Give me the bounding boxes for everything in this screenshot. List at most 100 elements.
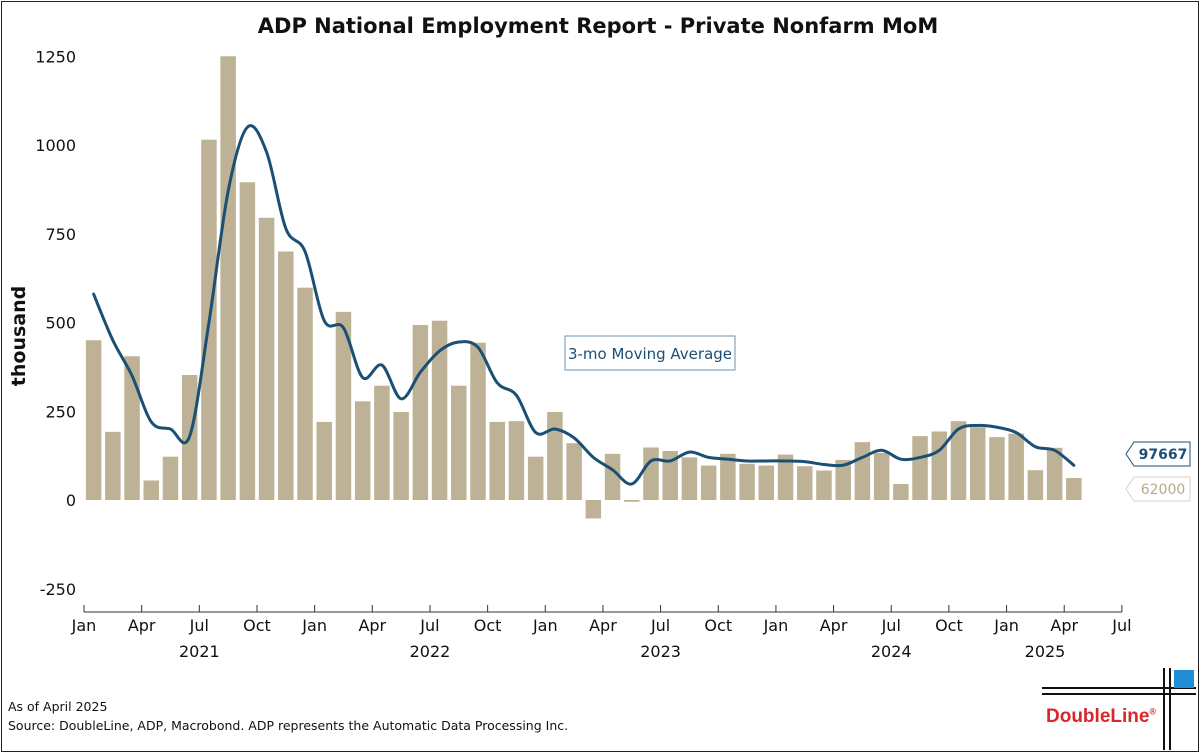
x-tick-label: Jul <box>1111 616 1131 635</box>
x-tick-label: Jan <box>532 616 558 635</box>
bar <box>624 500 640 502</box>
annotation-text: 3-mo Moving Average <box>568 345 732 363</box>
x-tick-label: Oct <box>474 616 502 635</box>
x-tick-label: Jan <box>993 616 1019 635</box>
y-tick-label: 750 <box>45 225 76 244</box>
x-tick-label: Oct <box>935 616 963 635</box>
x-axis: Jan Apr Jul Oct Jan Apr Jul Oct Jan Apr Jul Oct Jan A… <box>71 605 1132 635</box>
bar <box>393 411 409 500</box>
logo-text: DoubleLine® <box>1046 706 1156 728</box>
bar <box>816 470 832 500</box>
bar <box>969 427 986 500</box>
y-tick-label: 0 <box>66 491 76 510</box>
year-label: 2022 <box>410 642 451 661</box>
y-tick-label: -250 <box>40 580 76 599</box>
bar <box>662 451 678 500</box>
last-line-value: 97667 <box>1139 447 1188 463</box>
bar <box>758 465 775 500</box>
x-tick-label: Jul <box>419 616 439 635</box>
moving-average-line <box>92 124 1076 486</box>
year-label: 2025 <box>1025 642 1066 661</box>
logo-registered-mark: ® <box>1149 706 1157 717</box>
bar <box>854 442 871 500</box>
bar <box>85 340 102 500</box>
last-value-line-label: 97667 <box>1125 441 1191 467</box>
bar <box>316 421 332 500</box>
year-label: 2024 <box>871 642 912 661</box>
bar <box>489 421 505 500</box>
bar <box>451 385 467 500</box>
bar <box>643 447 659 500</box>
bar <box>720 453 736 500</box>
bar <box>220 56 236 500</box>
bar <box>258 217 275 500</box>
x-tick-label: Jan <box>301 616 327 635</box>
bar <box>989 437 1005 500</box>
bar <box>566 443 582 500</box>
bar <box>374 385 390 500</box>
x-tick-label: Apr <box>358 616 386 635</box>
x-tick-label: Jan <box>763 616 789 635</box>
bar <box>124 356 140 500</box>
bar <box>1008 433 1024 500</box>
bar <box>547 411 563 500</box>
bar <box>835 459 851 500</box>
x-tick-label: Apr <box>128 616 156 635</box>
bar <box>1066 477 1082 500</box>
bar <box>931 431 948 500</box>
logo-wordmark: DoubleLine <box>1046 706 1150 727</box>
bar <box>431 320 448 500</box>
bar <box>797 466 813 500</box>
x-tick-label: Oct <box>243 616 271 635</box>
bar <box>700 465 717 500</box>
moving-average-annotation: 3-mo Moving Average <box>564 335 736 371</box>
as-of-note: As of April 2025 <box>8 699 108 714</box>
bar <box>739 463 755 500</box>
bar <box>470 342 486 500</box>
bar <box>777 454 794 500</box>
x-tick-label: Jul <box>189 616 209 635</box>
chart-svg: -250 0 250 500 750 1000 1250 Jan Apr Jul Oct Jan Ap… <box>8 47 1191 661</box>
x-tick-label: Jan <box>71 616 97 635</box>
x-tick-label: Jul <box>650 616 670 635</box>
bar <box>604 453 621 500</box>
bar <box>162 456 179 500</box>
bar <box>1027 470 1044 500</box>
x-tick-label: Apr <box>589 616 617 635</box>
y-axis: -250 0 250 500 750 1000 1250 <box>35 47 76 599</box>
year-label: 2021 <box>179 642 220 661</box>
footer: As of April 2025 Source: DoubleLine, ADP… <box>8 697 568 735</box>
bar <box>335 311 352 500</box>
x-tick-label: Apr <box>1050 616 1078 635</box>
y-tick-label: 1000 <box>35 136 76 155</box>
bar <box>585 500 602 519</box>
bar <box>873 452 890 500</box>
x-tick-label: Jul <box>881 616 901 635</box>
bar <box>681 457 698 500</box>
x-tick-label: Apr <box>820 616 848 635</box>
year-label: 2023 <box>640 642 681 661</box>
bar <box>354 401 371 500</box>
bar <box>412 324 429 500</box>
bar <box>912 436 928 500</box>
bar <box>239 182 256 500</box>
last-value-bar-label: 62000 <box>1125 476 1191 502</box>
source-note: Source: DoubleLine, ADP, Macrobond. ADP … <box>8 718 569 733</box>
last-bar-value: 62000 <box>1141 482 1186 498</box>
bar <box>508 421 525 500</box>
bar <box>278 251 294 500</box>
bar <box>1046 447 1063 500</box>
bar <box>105 431 121 500</box>
y-axis-label: thousand <box>8 286 30 386</box>
bar <box>950 421 967 500</box>
x-tick-label: Oct <box>704 616 732 635</box>
doubleline-logo <box>1042 668 1196 750</box>
y-tick-label: 1250 <box>35 47 76 66</box>
y-tick-label: 500 <box>45 314 76 333</box>
chart-title: ADP National Employment Report - Private… <box>257 14 939 38</box>
bar <box>893 484 909 500</box>
bar <box>143 480 160 500</box>
x-axis-years: 2021 2022 2023 2024 2025 <box>179 642 1065 661</box>
y-tick-label: 250 <box>45 402 76 421</box>
bar <box>297 287 313 500</box>
